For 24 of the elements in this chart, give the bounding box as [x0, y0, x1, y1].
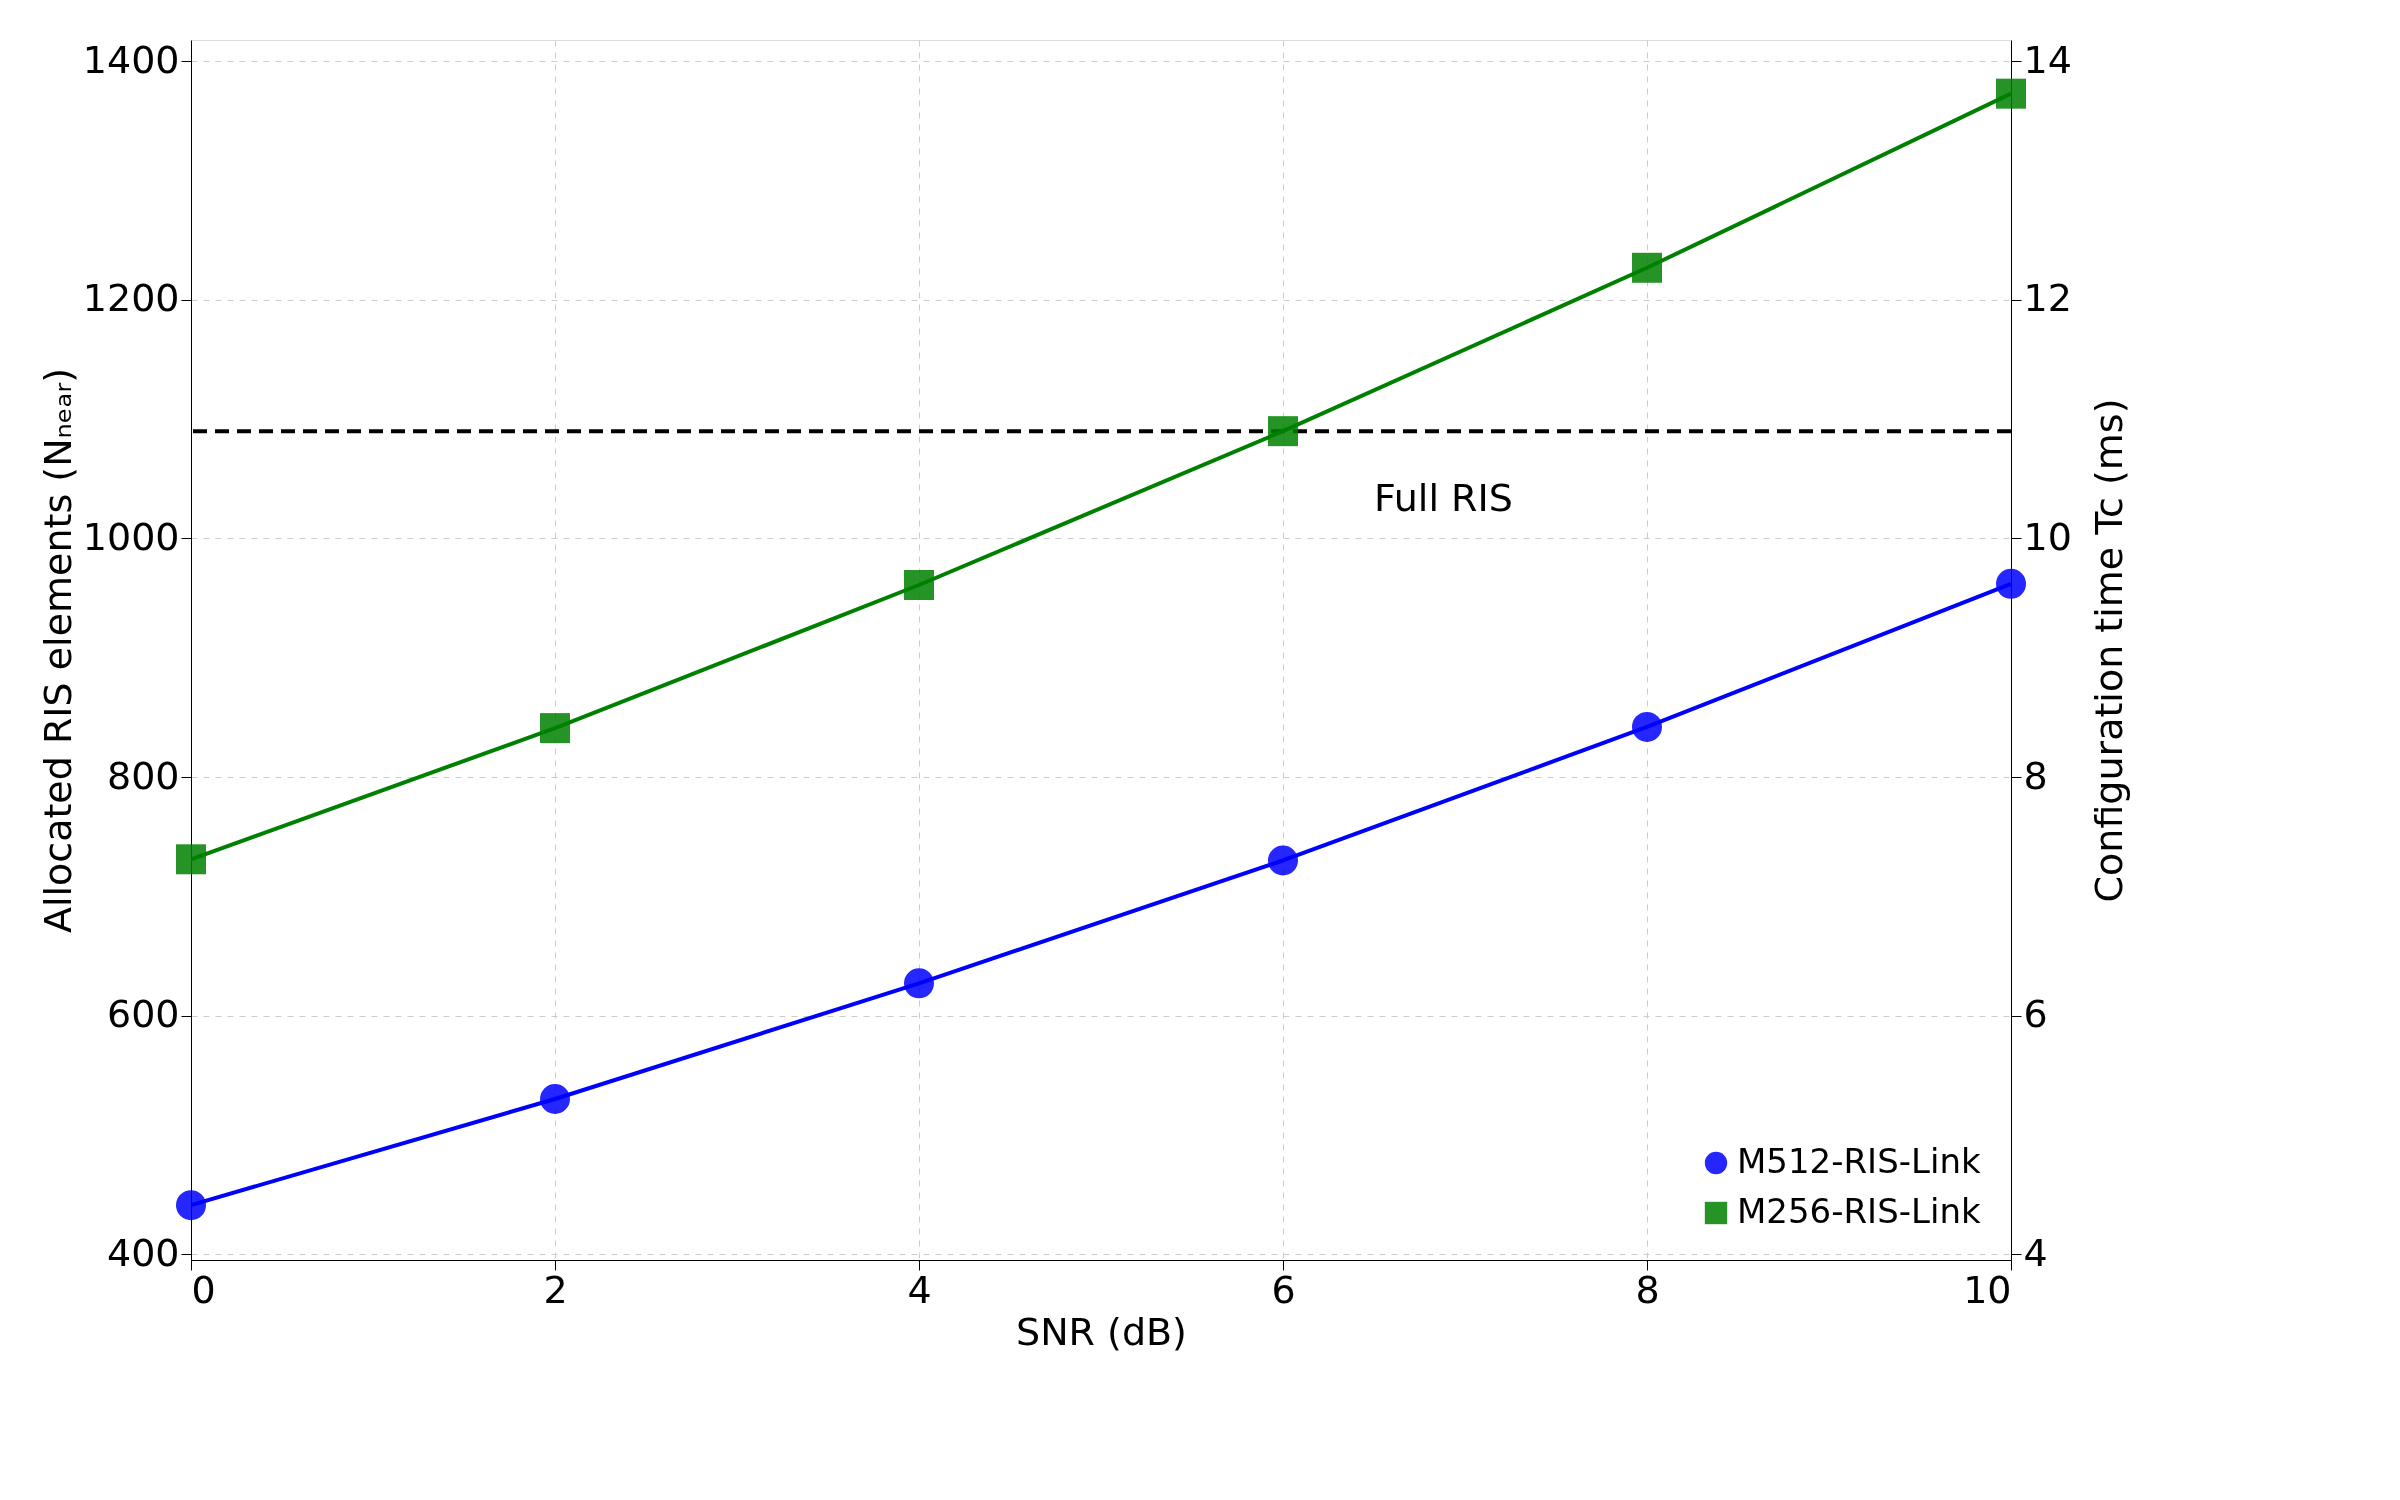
y2-tick-label: 6: [2023, 992, 2048, 1037]
x-tick-label: 0: [191, 1267, 216, 1312]
x-axis-title: SNR (dB): [1016, 1309, 1187, 1354]
legend-label: M512-RIS-Link: [1737, 1141, 1981, 1181]
ref-line-label: Full RIS: [1374, 476, 1513, 521]
y2-tick-label: 4: [2023, 1230, 2048, 1275]
y2-tick-label: 14: [2023, 37, 2072, 82]
y2-tick-label: 12: [2023, 276, 2072, 321]
y2-tick-label: 8: [2023, 753, 2048, 798]
x-tick-label: 2: [543, 1267, 568, 1312]
x-tick-label: 6: [1271, 1267, 1296, 1312]
y-axis-title: Allocated RIS elements (Nₙₑₐᵣ): [35, 367, 80, 934]
y-tick-label: 400: [106, 1230, 180, 1275]
legend-label: M256-RIS-Link: [1737, 1191, 1981, 1231]
y-tick-label: 1000: [82, 514, 180, 559]
x-tick-label: 10: [1963, 1267, 2012, 1312]
y2-axis-title: Configuration time Tc (ms): [2086, 398, 2131, 903]
y-tick-label: 600: [106, 992, 180, 1037]
x-tick-label: 8: [1635, 1267, 1660, 1312]
y-tick-label: 1200: [82, 276, 180, 321]
y-tick-label: 1400: [82, 37, 180, 82]
y2-tick-label: 10: [2023, 514, 2072, 559]
x-tick-label: 4: [907, 1267, 932, 1312]
y-tick-label: 800: [106, 753, 180, 798]
